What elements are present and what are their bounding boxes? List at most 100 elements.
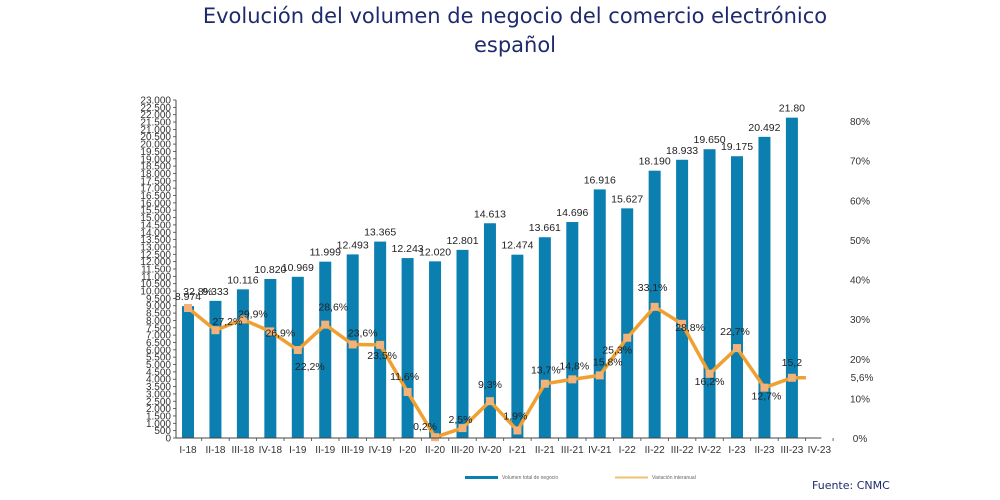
bar-value-label: 14.696 [556,207,588,219]
x-axis-tick-label: IV-23 [808,445,832,456]
right-axis-tick-label: 20% [850,355,870,366]
bar-value-label: 12.801 [446,235,478,247]
bar-value-label: 10.820 [254,264,286,276]
bar [319,261,332,438]
bar-value-label: 12.493 [337,239,369,251]
x-axis-tick-label: III-21 [561,445,584,456]
bar [401,258,414,438]
x-axis: I-18 II-18 III-18 IV-18 I-19 II-19 III-19 IV-19… [176,437,834,456]
line-marker [266,327,275,336]
line-value-label: 15,8% [593,356,623,368]
left-axis-tick-label: 9.000 [146,301,171,312]
x-axis-tick-label: II-23 [754,445,774,456]
line-marker [403,388,412,397]
line-marker [705,369,714,378]
line-value-label: 29,9% [238,309,268,321]
bar [758,136,771,438]
x-axis-tick-label: I-22 [619,445,637,456]
left-axis-tick-label: 3.000 [146,389,171,400]
line-value-label: 14,8% [559,360,589,372]
x-axis-tick-label: IV-21 [588,445,612,456]
left-axis-tick-label: 10.500 [140,279,171,290]
bar [593,189,606,438]
chart-title-line1: Evolución del volumen de negocio del com… [202,4,828,28]
x-axis-tick-label: II-21 [535,445,555,456]
bar-value-label: 21.80 [779,103,805,115]
bar-value-label: 12.474 [501,240,533,252]
left-axis: 05001.0001.5002.0002.5003.0003.5004.0004… [140,96,177,445]
left-axis-tick-label: 21.000 [140,125,171,136]
line-marker [184,304,192,313]
variation-line [186,305,806,439]
legend-swatch-variation [615,476,648,479]
left-axis-tick-label: 18.000 [140,169,171,180]
line-marker [376,340,385,349]
line-series [184,302,806,442]
line-marker [760,383,769,392]
x-axis-tick-label: II-20 [425,445,445,456]
right-axis-tick-label: 0% [853,434,868,445]
left-axis-tick-label: 13.500 [140,235,171,246]
bar [511,254,524,438]
line-value-label: 11,6% [390,371,419,383]
left-axis-tick-label: 13.000 [140,242,171,253]
right-axis: 0% 10% 20% 30% 40% 50% 60% 70% 80% 5,6% [850,117,874,445]
left-axis-tick-label: 9.500 [146,294,171,305]
line-value-label: 12,7% [752,391,782,403]
left-axis-tick-label: 12.500 [140,250,171,261]
left-axis-tick-label: 16.000 [140,198,171,209]
left-axis-tick-label: 3.500 [146,382,171,393]
line-value-label: 28,8% [675,322,705,334]
left-axis-tick-label: 20.000 [140,140,171,151]
x-axis-tick-label: III-22 [671,445,694,456]
bar [209,300,222,438]
right-axis-tick-label: 80% [850,117,870,128]
x-axis-tick-label: III-23 [781,445,804,456]
bar [182,306,194,438]
line-marker [348,340,357,349]
bar-value-label: 8.974 [175,291,201,303]
left-axis-tick-label: 7.000 [146,331,171,342]
left-axis-tick-label: 18.500 [140,162,171,173]
bar-value-label: 12.243 [392,243,424,255]
x-axis-tick-label: I-21 [509,445,527,456]
left-axis-tick-label: 19.000 [140,154,171,165]
bar-value-label: 11.999 [310,247,341,259]
bar [429,261,442,438]
line-value-label: 33,1% [638,282,668,294]
line-value-label: 22,2% [295,361,325,373]
left-axis-tick-label: 0 [165,434,171,445]
line-value-label: 23,6% [348,327,378,339]
right-axis-tick-label: 40% [850,276,870,287]
x-axis-tick-label: I-20 [399,445,417,456]
bar [785,117,798,439]
bar [483,223,496,438]
legend-label-volume: Volumen total de negocio [502,475,558,481]
line-value-label: 23,5% [367,350,397,362]
left-axis-tick-label: 4.000 [146,375,171,386]
chart-title-line2: español [473,33,557,57]
line-marker [238,315,247,324]
x-axis-tick-label: II-22 [645,445,665,456]
x-axis-tick-label: IV-18 [259,445,283,456]
line-value-label: 22,7% [720,326,750,338]
left-axis-tick-label: 20.500 [140,132,171,143]
x-axis-tick-label: IV-19 [368,445,392,456]
line-marker [321,320,330,329]
left-axis-tick-label: 8.000 [146,316,171,327]
bar-value-label: 14.613 [474,208,506,220]
line-value-label: 27,2% [213,316,243,328]
bar-value-label: 13.661 [529,222,561,234]
x-axis-tick-label: II-18 [205,445,225,456]
left-axis-tick-label: 14.500 [140,220,171,231]
bar-value-label: 19.175 [721,141,753,153]
left-axis-tick-label: 14.000 [140,228,171,239]
legend-swatch-volume [465,476,498,479]
bar [264,278,277,438]
line-marker [623,333,632,342]
line-marker [733,344,741,353]
left-axis-tick-label: 500 [154,426,171,437]
x-axis-tick-label: IV-20 [478,445,502,456]
